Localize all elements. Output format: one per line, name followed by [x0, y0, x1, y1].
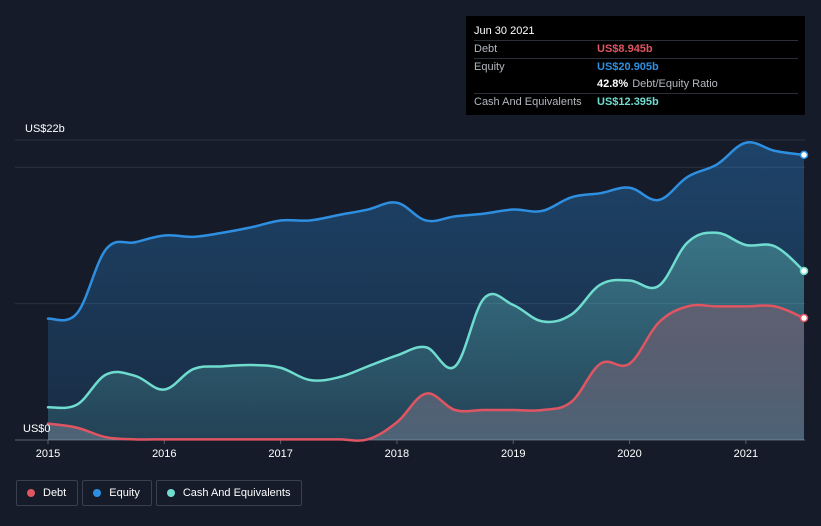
legend-label-debt: Debt: [43, 487, 67, 499]
end-markers: [799, 150, 809, 323]
end-marker-debt[interactable]: [799, 313, 809, 323]
chart-legend: Debt Equity Cash And Equivalents: [16, 480, 303, 506]
tooltip-ratio-label: Debt/Equity Ratio: [632, 78, 718, 90]
series-areas: [48, 142, 804, 441]
end-marker-cash[interactable]: [799, 266, 809, 276]
tooltip-cash-value: US$12.395b: [597, 96, 659, 108]
x-tick-label-2015: 2015: [36, 448, 60, 460]
x-tick-label-2017: 2017: [268, 448, 292, 460]
tooltip-row-equity: Equity US$20.905b: [474, 58, 798, 76]
tooltip-row-cash: Cash And Equivalents US$12.395b: [474, 93, 798, 111]
tooltip-cash-label: Cash And Equivalents: [474, 96, 582, 108]
legend-item-debt[interactable]: Debt: [16, 480, 79, 506]
tooltip-debt-label: Debt: [474, 43, 498, 55]
area-debt: [48, 305, 804, 441]
y-tick-label-zero: US$0: [23, 423, 51, 435]
tooltip-equity-value: US$20.905b: [597, 61, 659, 73]
x-tick-label-2020: 2020: [617, 448, 641, 460]
legend-label-cash: Cash And Equivalents: [182, 487, 291, 499]
tooltip-equity-label: Equity: [474, 61, 505, 73]
tooltip-ratio-spacer: [474, 76, 597, 93]
x-tick-label-2021: 2021: [734, 448, 758, 460]
x-tick-label-2016: 2016: [152, 448, 176, 460]
end-marker-equity[interactable]: [799, 150, 809, 160]
x-tick-label-2018: 2018: [385, 448, 409, 460]
y-tick-label-top: US$22b: [25, 123, 65, 135]
line-debt: [46, 303, 806, 442]
data-tooltip: Jun 30 2021 Debt US$8.945b Equity US$20.…: [466, 16, 805, 115]
line-cash: [46, 231, 806, 410]
legend-label-equity: Equity: [109, 487, 140, 499]
legend-item-cash[interactable]: Cash And Equivalents: [155, 480, 303, 506]
tooltip-date: Jun 30 2021: [474, 25, 535, 37]
tooltip-debt-value: US$8.945b: [597, 43, 653, 55]
legend-item-equity[interactable]: Equity: [82, 480, 152, 506]
axis-labels: US$22b US$0 2015 2016 2017 2018 2019 2020 2021: [23, 123, 758, 460]
legend-dot-debt-icon: [27, 489, 35, 497]
tooltip-row-debt: Debt US$8.945b: [474, 40, 798, 58]
tooltip-row-ratio: 42.8% Debt/Equity Ratio: [474, 76, 798, 93]
series-lines: [46, 141, 806, 442]
x-tick-label-2019: 2019: [501, 448, 525, 460]
tooltip-ratio-value: 42.8%: [597, 78, 629, 90]
legend-dot-equity-icon: [93, 489, 102, 497]
legend-dot-cash-icon: [166, 489, 175, 497]
line-equity: [46, 141, 806, 322]
